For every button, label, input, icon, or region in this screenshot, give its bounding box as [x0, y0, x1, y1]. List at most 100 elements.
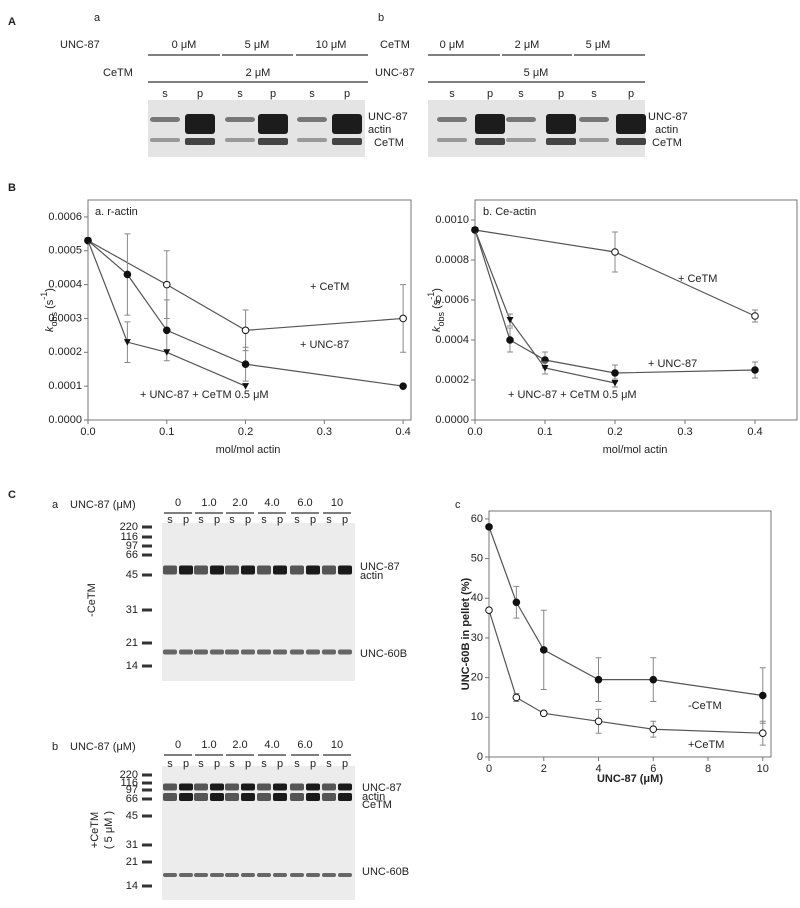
gel-band [241, 783, 255, 791]
y-tick-label: 50 [471, 553, 483, 565]
marker-label: 66 [126, 793, 138, 805]
marker-label: 220 [120, 769, 138, 781]
lane-label: s [229, 758, 235, 770]
gel-band [225, 649, 239, 655]
y-tick-label: 0.0002 [48, 346, 82, 358]
marker-label: 31 [126, 839, 138, 851]
gel-band [306, 649, 320, 655]
ladder-band [142, 608, 152, 612]
gel-band [273, 783, 287, 791]
concentration: 10 [331, 497, 343, 509]
gel-band [306, 565, 320, 575]
data-point [751, 312, 759, 320]
gel-band [210, 873, 224, 877]
ladder-band [142, 860, 152, 864]
gel-label: b [378, 12, 384, 24]
gel-band [322, 793, 336, 801]
gel-band [179, 649, 193, 655]
lane-label: p [342, 514, 348, 526]
marker-label: 116 [120, 777, 138, 789]
panel-label: B [8, 182, 16, 194]
gel-band [273, 565, 287, 575]
y-tick-label: 0.0003 [48, 312, 82, 324]
x-axis-label: mol/mol actin [603, 444, 668, 456]
ladder-band [142, 535, 152, 539]
band-label: actin [360, 570, 383, 582]
gel-band [225, 138, 255, 142]
lane-label: p [270, 88, 276, 100]
lane-label: p [487, 88, 493, 100]
gel-band [306, 873, 320, 877]
concentration: 5 μM [586, 39, 611, 51]
lane-label: p [310, 514, 316, 526]
data-point [163, 349, 171, 356]
gel-band [322, 873, 336, 877]
data-point [241, 360, 250, 368]
ladder-band [142, 544, 152, 548]
gel-band [210, 783, 224, 791]
lane-label: s [167, 514, 173, 526]
gel-band [163, 783, 177, 791]
gel-band [241, 873, 255, 877]
data-point [649, 725, 658, 734]
y-axis-label: kobs (s-1) [39, 288, 59, 332]
gel-band [322, 565, 336, 575]
ladder-band [142, 773, 152, 777]
gel-band [225, 873, 239, 877]
lane-label: p [342, 758, 348, 770]
series-label: + CeTM [678, 273, 717, 285]
y-tick-label: 40 [471, 592, 483, 604]
side-label: +CeTM [89, 812, 101, 848]
ladder-band [142, 573, 152, 577]
lane-label: p [214, 758, 220, 770]
gel-band [338, 783, 352, 791]
data-point [506, 317, 514, 324]
y-axis-label-part: ) [431, 288, 443, 292]
concentration: 1.0 [201, 739, 216, 751]
x-tick-label: 0.4 [395, 426, 410, 438]
gel-band [179, 793, 193, 801]
lane-label: s [326, 514, 332, 526]
gel-band [194, 565, 208, 575]
gel-band [257, 783, 271, 791]
lane-label: p [214, 514, 220, 526]
y-tick-label: 0.0000 [48, 414, 82, 426]
y-axis-label-part: -1 [39, 292, 49, 300]
lane-label: p [310, 758, 316, 770]
x-tick-label: 0.0 [80, 426, 95, 438]
y-axis-label-part: k [44, 326, 56, 332]
data-point [611, 380, 619, 387]
data-point [241, 326, 250, 335]
concentration: 0 [175, 739, 181, 751]
data-point [242, 383, 250, 390]
lane-label: s [162, 88, 168, 100]
series-label: + CeTM [310, 281, 349, 293]
gel-band [338, 649, 352, 655]
gel-label: a [94, 12, 101, 24]
x-tick-label: 0.0 [467, 426, 482, 438]
y-tick-label: 20 [471, 672, 483, 684]
gel [428, 100, 645, 157]
row-name: UNC-87 [60, 39, 100, 51]
y-tick-label: 0.0004 [48, 279, 82, 291]
x-tick-label: 0.3 [317, 426, 332, 438]
lane-label: p [183, 514, 189, 526]
y-axis-label-part: (s [44, 299, 56, 312]
series-line [488, 610, 763, 734]
lane-label: s [167, 758, 173, 770]
data-point [123, 339, 131, 346]
gel-band [506, 117, 536, 122]
data-point [84, 237, 92, 245]
lane-label: p [558, 88, 564, 100]
gel-band [579, 138, 609, 142]
data-point [541, 365, 549, 372]
ladder-band [142, 814, 152, 818]
x-tick-label: 0.2 [607, 426, 622, 438]
lane-label: s [229, 514, 235, 526]
data-point [758, 691, 767, 700]
gel-header: UNC-87 (μM) [70, 741, 136, 753]
concentration: 0 μM [172, 39, 197, 51]
data-point [594, 717, 603, 726]
data-point [649, 675, 658, 684]
